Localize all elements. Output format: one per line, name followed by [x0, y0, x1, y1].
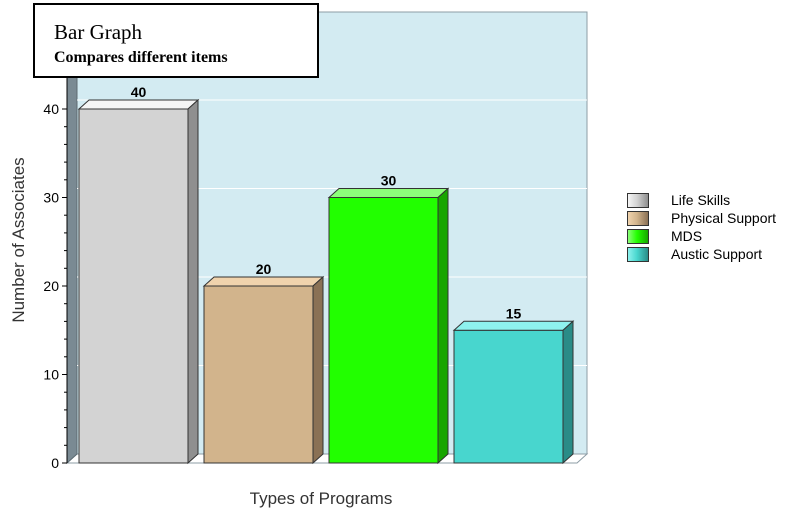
legend-label: Austic Support — [671, 246, 763, 262]
y-axis-label: Number of Associates — [9, 157, 28, 322]
legend-label: MDS — [671, 228, 703, 244]
y-tick-label: 40 — [43, 101, 59, 117]
legend-label: Physical Support — [671, 210, 777, 226]
bar-top — [452, 320, 575, 331]
bar-side — [437, 187, 449, 465]
bar — [78, 108, 189, 464]
legend-swatch — [627, 193, 649, 208]
chart-subtitle: Compares different items — [54, 49, 228, 66]
x-axis-label: Types of Programs — [250, 489, 393, 508]
chart-title-box: Bar Graph Compares different items — [33, 3, 319, 78]
legend-swatch — [627, 247, 649, 262]
bar-side — [562, 320, 574, 465]
y-tick-label: 30 — [43, 190, 59, 206]
y-tick-label: 0 — [51, 455, 59, 471]
bar-top — [202, 276, 325, 287]
bar-side — [187, 98, 199, 465]
bar-data-label: 40 — [131, 84, 147, 100]
bar-data-label: 30 — [381, 173, 397, 189]
legend-swatch — [627, 229, 649, 244]
bar — [328, 197, 439, 464]
bar — [203, 285, 314, 464]
bar-side — [312, 275, 324, 465]
legend-label: Life Skills — [671, 192, 731, 208]
plot-left-wall — [66, 10, 78, 465]
bar-top — [77, 99, 200, 110]
y-tick-label: 20 — [43, 278, 59, 294]
bar-top — [327, 188, 450, 198]
bar-data-label: 15 — [506, 305, 522, 321]
legend-swatch — [627, 211, 649, 226]
bar-data-label: 20 — [256, 261, 272, 277]
y-tick-label: 10 — [43, 367, 59, 383]
chart-title: Bar Graph — [54, 20, 143, 44]
bar — [453, 329, 564, 464]
